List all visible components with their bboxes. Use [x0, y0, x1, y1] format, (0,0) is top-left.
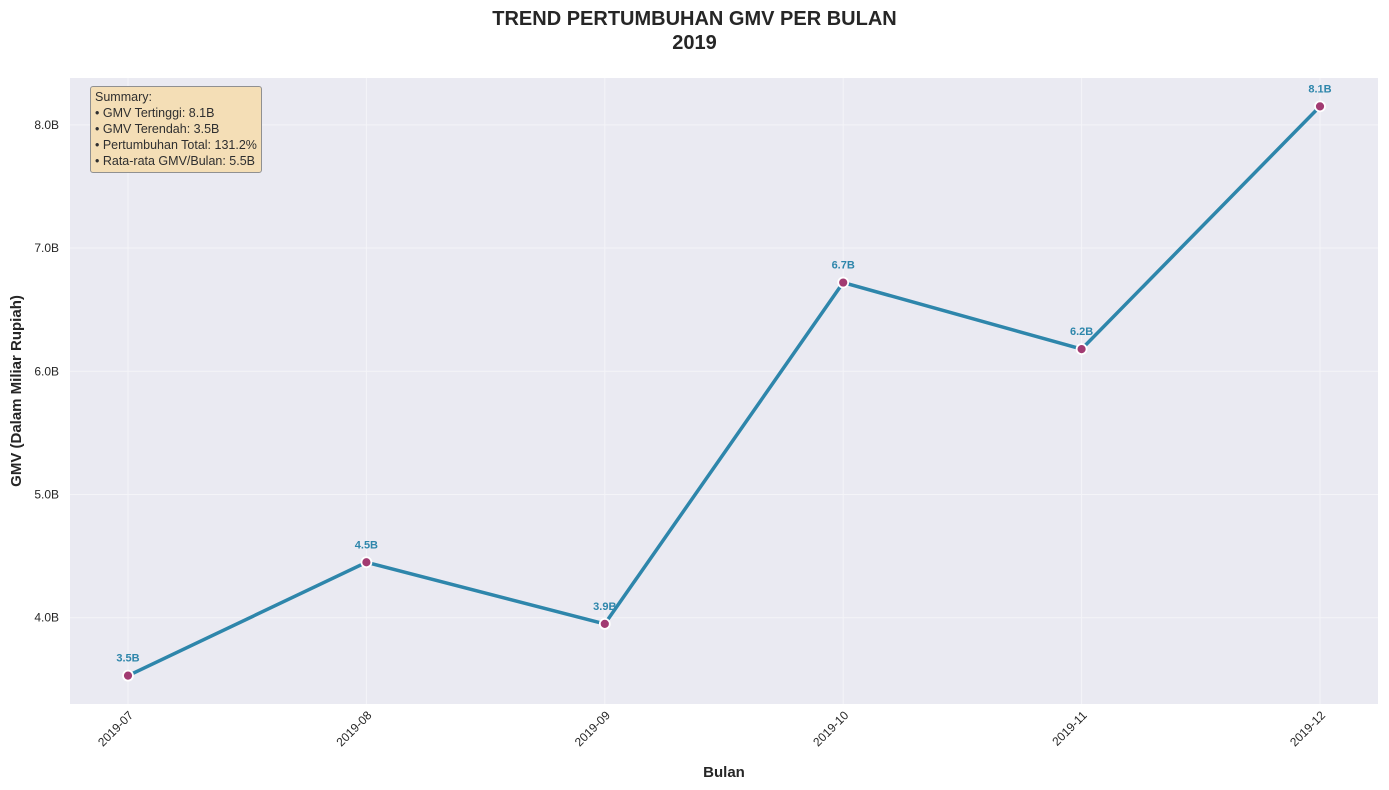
y-tick-label: 7.0B: [34, 241, 59, 255]
y-tick-label: 4.0B: [34, 611, 59, 625]
summary-line-growth: • Pertumbuhan Total: 131.2%: [95, 138, 257, 152]
data-point-marker: [360, 556, 373, 569]
summary-line-lowest: • GMV Terendah: 3.5B: [95, 122, 220, 136]
y-tick-label: 5.0B: [34, 488, 59, 502]
data-point-label: 6.2B: [1070, 326, 1093, 338]
data-point-label: 4.5B: [355, 539, 378, 551]
series: [126, 104, 1322, 678]
data-point-label: 6.7B: [832, 260, 855, 272]
data-labels: 3.5B 4.5B 3.9B 6.7B 6.2B 8.1B: [116, 83, 1331, 664]
x-tick-label: 2019-09: [572, 708, 613, 749]
x-tick-label: 2019-10: [810, 708, 851, 749]
summary-box: Summary: • GMV Tertinggi: 8.1B • GMV Ter…: [90, 86, 262, 173]
y-axis-label: GMV (Dalam Miliar Rupiah): [8, 295, 25, 487]
data-point-label: 3.9B: [593, 601, 616, 613]
grid: [70, 78, 1378, 704]
chart-title: TREND PERTUMBUHAN GMV PER BULAN: [492, 8, 897, 30]
x-tick-label: 2019-11: [1049, 708, 1090, 749]
summary-line-highest: • GMV Tertinggi: 8.1B: [95, 106, 215, 120]
summary-heading: Summary:: [95, 90, 152, 104]
data-point-marker: [1314, 100, 1326, 113]
y-tick-label: 8.0B: [34, 118, 59, 132]
data-point-label: 8.1B: [1308, 83, 1331, 95]
data-point-marker: [837, 276, 850, 289]
markers: [122, 100, 1326, 682]
x-tick-label: 2019-12: [1287, 708, 1328, 749]
x-tick-label: 2019-07: [95, 708, 136, 749]
data-point-marker: [122, 669, 134, 682]
x-tick-label: 2019-08: [333, 708, 374, 749]
series-line: [126, 104, 1322, 678]
y-tick-label: 6.0B: [34, 364, 59, 378]
data-point-marker: [598, 618, 611, 630]
data-point-marker: [1075, 343, 1088, 356]
chart-subtitle: 2019: [672, 32, 717, 54]
x-axis-label: Bulan: [703, 764, 745, 781]
data-point-label: 3.5B: [116, 653, 139, 665]
summary-line-average: • Rata-rata GMV/Bulan: 5.5B: [95, 154, 256, 168]
